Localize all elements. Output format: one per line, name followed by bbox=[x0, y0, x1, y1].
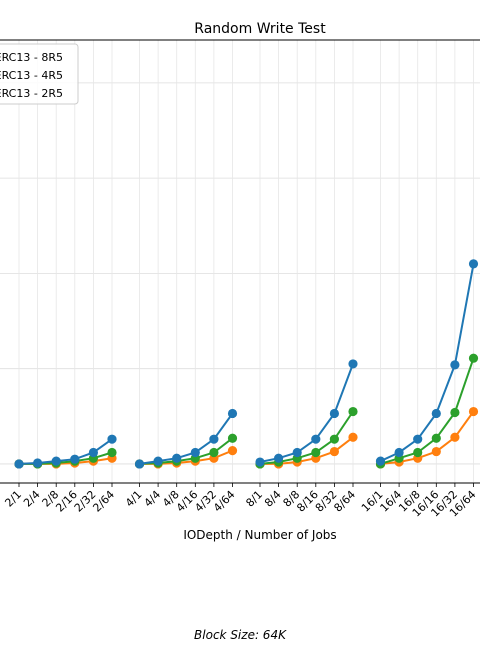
series-0-point-3 bbox=[70, 454, 80, 464]
series-0-point-10 bbox=[209, 434, 219, 444]
series-0-point-0 bbox=[14, 459, 24, 469]
legend: PERC13 - 8R5 PERC13 - 4R5 PERC13 - 2R5 bbox=[0, 43, 79, 105]
series-0-point-19 bbox=[394, 447, 404, 458]
x-tick-label-13: 8/4 bbox=[262, 488, 284, 510]
series-0 bbox=[14, 259, 479, 469]
series-0-point-15 bbox=[311, 434, 321, 444]
plot-frame bbox=[0, 39, 480, 484]
block-size-note: Block Size: 64K bbox=[194, 628, 286, 642]
series-0-point-8 bbox=[172, 453, 182, 463]
legend-entry-2r5: PERC13 - 2R5 bbox=[0, 87, 63, 100]
series-1-point-11 bbox=[227, 433, 238, 443]
series-0-point-13 bbox=[274, 453, 284, 463]
series-0-point-11 bbox=[227, 408, 238, 419]
series-0-point-4 bbox=[88, 447, 98, 458]
legend-entry-8r5: PERC13 - 8R5 bbox=[0, 51, 63, 64]
series-2-point-23 bbox=[468, 406, 479, 417]
legend-box bbox=[0, 43, 79, 105]
series-0-point-23 bbox=[468, 259, 479, 269]
series-0-point-16 bbox=[329, 408, 339, 419]
series-1-line-group-0 bbox=[19, 451, 113, 465]
x-axis-label: IODepth / Number of Jobs bbox=[183, 528, 336, 542]
series-1-point-17 bbox=[348, 406, 358, 417]
legend-entry-4r5: PERC13 - 4R5 bbox=[0, 69, 63, 82]
series-2-point-21 bbox=[431, 446, 441, 457]
series-1 bbox=[14, 353, 479, 469]
series-0-point-14 bbox=[292, 447, 302, 458]
series-lines bbox=[14, 259, 479, 469]
series-2-point-17 bbox=[348, 432, 358, 442]
x-tick-label-1: 2/4 bbox=[21, 488, 43, 510]
x-tick-labels: 2/12/42/82/162/322/64 4/14/44/84/164/324/… bbox=[2, 483, 479, 520]
x-tick-label-5: 2/64 bbox=[90, 488, 117, 515]
series-0-point-1 bbox=[33, 458, 43, 468]
x-tick-label-0: 2/1 bbox=[2, 488, 24, 510]
series-1-point-21 bbox=[431, 433, 441, 443]
series-0-point-6 bbox=[134, 459, 145, 469]
series-0-point-5 bbox=[107, 434, 117, 444]
series-1-point-22 bbox=[450, 407, 460, 418]
series-1-point-20 bbox=[413, 447, 423, 458]
grid bbox=[0, 40, 480, 483]
series-0-point-9 bbox=[190, 447, 200, 458]
series-1-point-5 bbox=[107, 447, 117, 458]
series-2-point-11 bbox=[227, 446, 238, 456]
series-1-line-group-2 bbox=[259, 410, 354, 465]
x-tick-label-7: 4/4 bbox=[142, 488, 164, 510]
series-0-point-20 bbox=[413, 434, 423, 444]
series-0-point-2 bbox=[51, 456, 61, 466]
x-tick-label-12: 8/1 bbox=[243, 488, 265, 510]
chart-title: Random Write Test bbox=[194, 21, 326, 37]
series-0-point-18 bbox=[375, 456, 386, 466]
series-1-line-group-3 bbox=[380, 357, 475, 465]
series-0-point-17 bbox=[348, 359, 358, 369]
series-1-point-16 bbox=[329, 434, 339, 444]
series-2-point-22 bbox=[450, 432, 460, 442]
series-0-point-12 bbox=[255, 457, 265, 467]
series-2-point-16 bbox=[329, 446, 339, 457]
x-tick-label-17: 8/64 bbox=[331, 488, 358, 515]
series-1-point-10 bbox=[209, 447, 219, 458]
series-1-point-15 bbox=[311, 447, 321, 458]
series-2-line-group-3 bbox=[380, 410, 475, 465]
series-1-point-23 bbox=[468, 353, 479, 363]
series-0-point-21 bbox=[431, 408, 441, 419]
series-0-point-7 bbox=[153, 456, 163, 466]
series-1-line-group-1 bbox=[139, 437, 234, 465]
x-tick-label-11: 4/64 bbox=[211, 488, 238, 515]
x-tick-label-6: 4/1 bbox=[123, 488, 145, 510]
series-0-point-22 bbox=[450, 360, 460, 370]
